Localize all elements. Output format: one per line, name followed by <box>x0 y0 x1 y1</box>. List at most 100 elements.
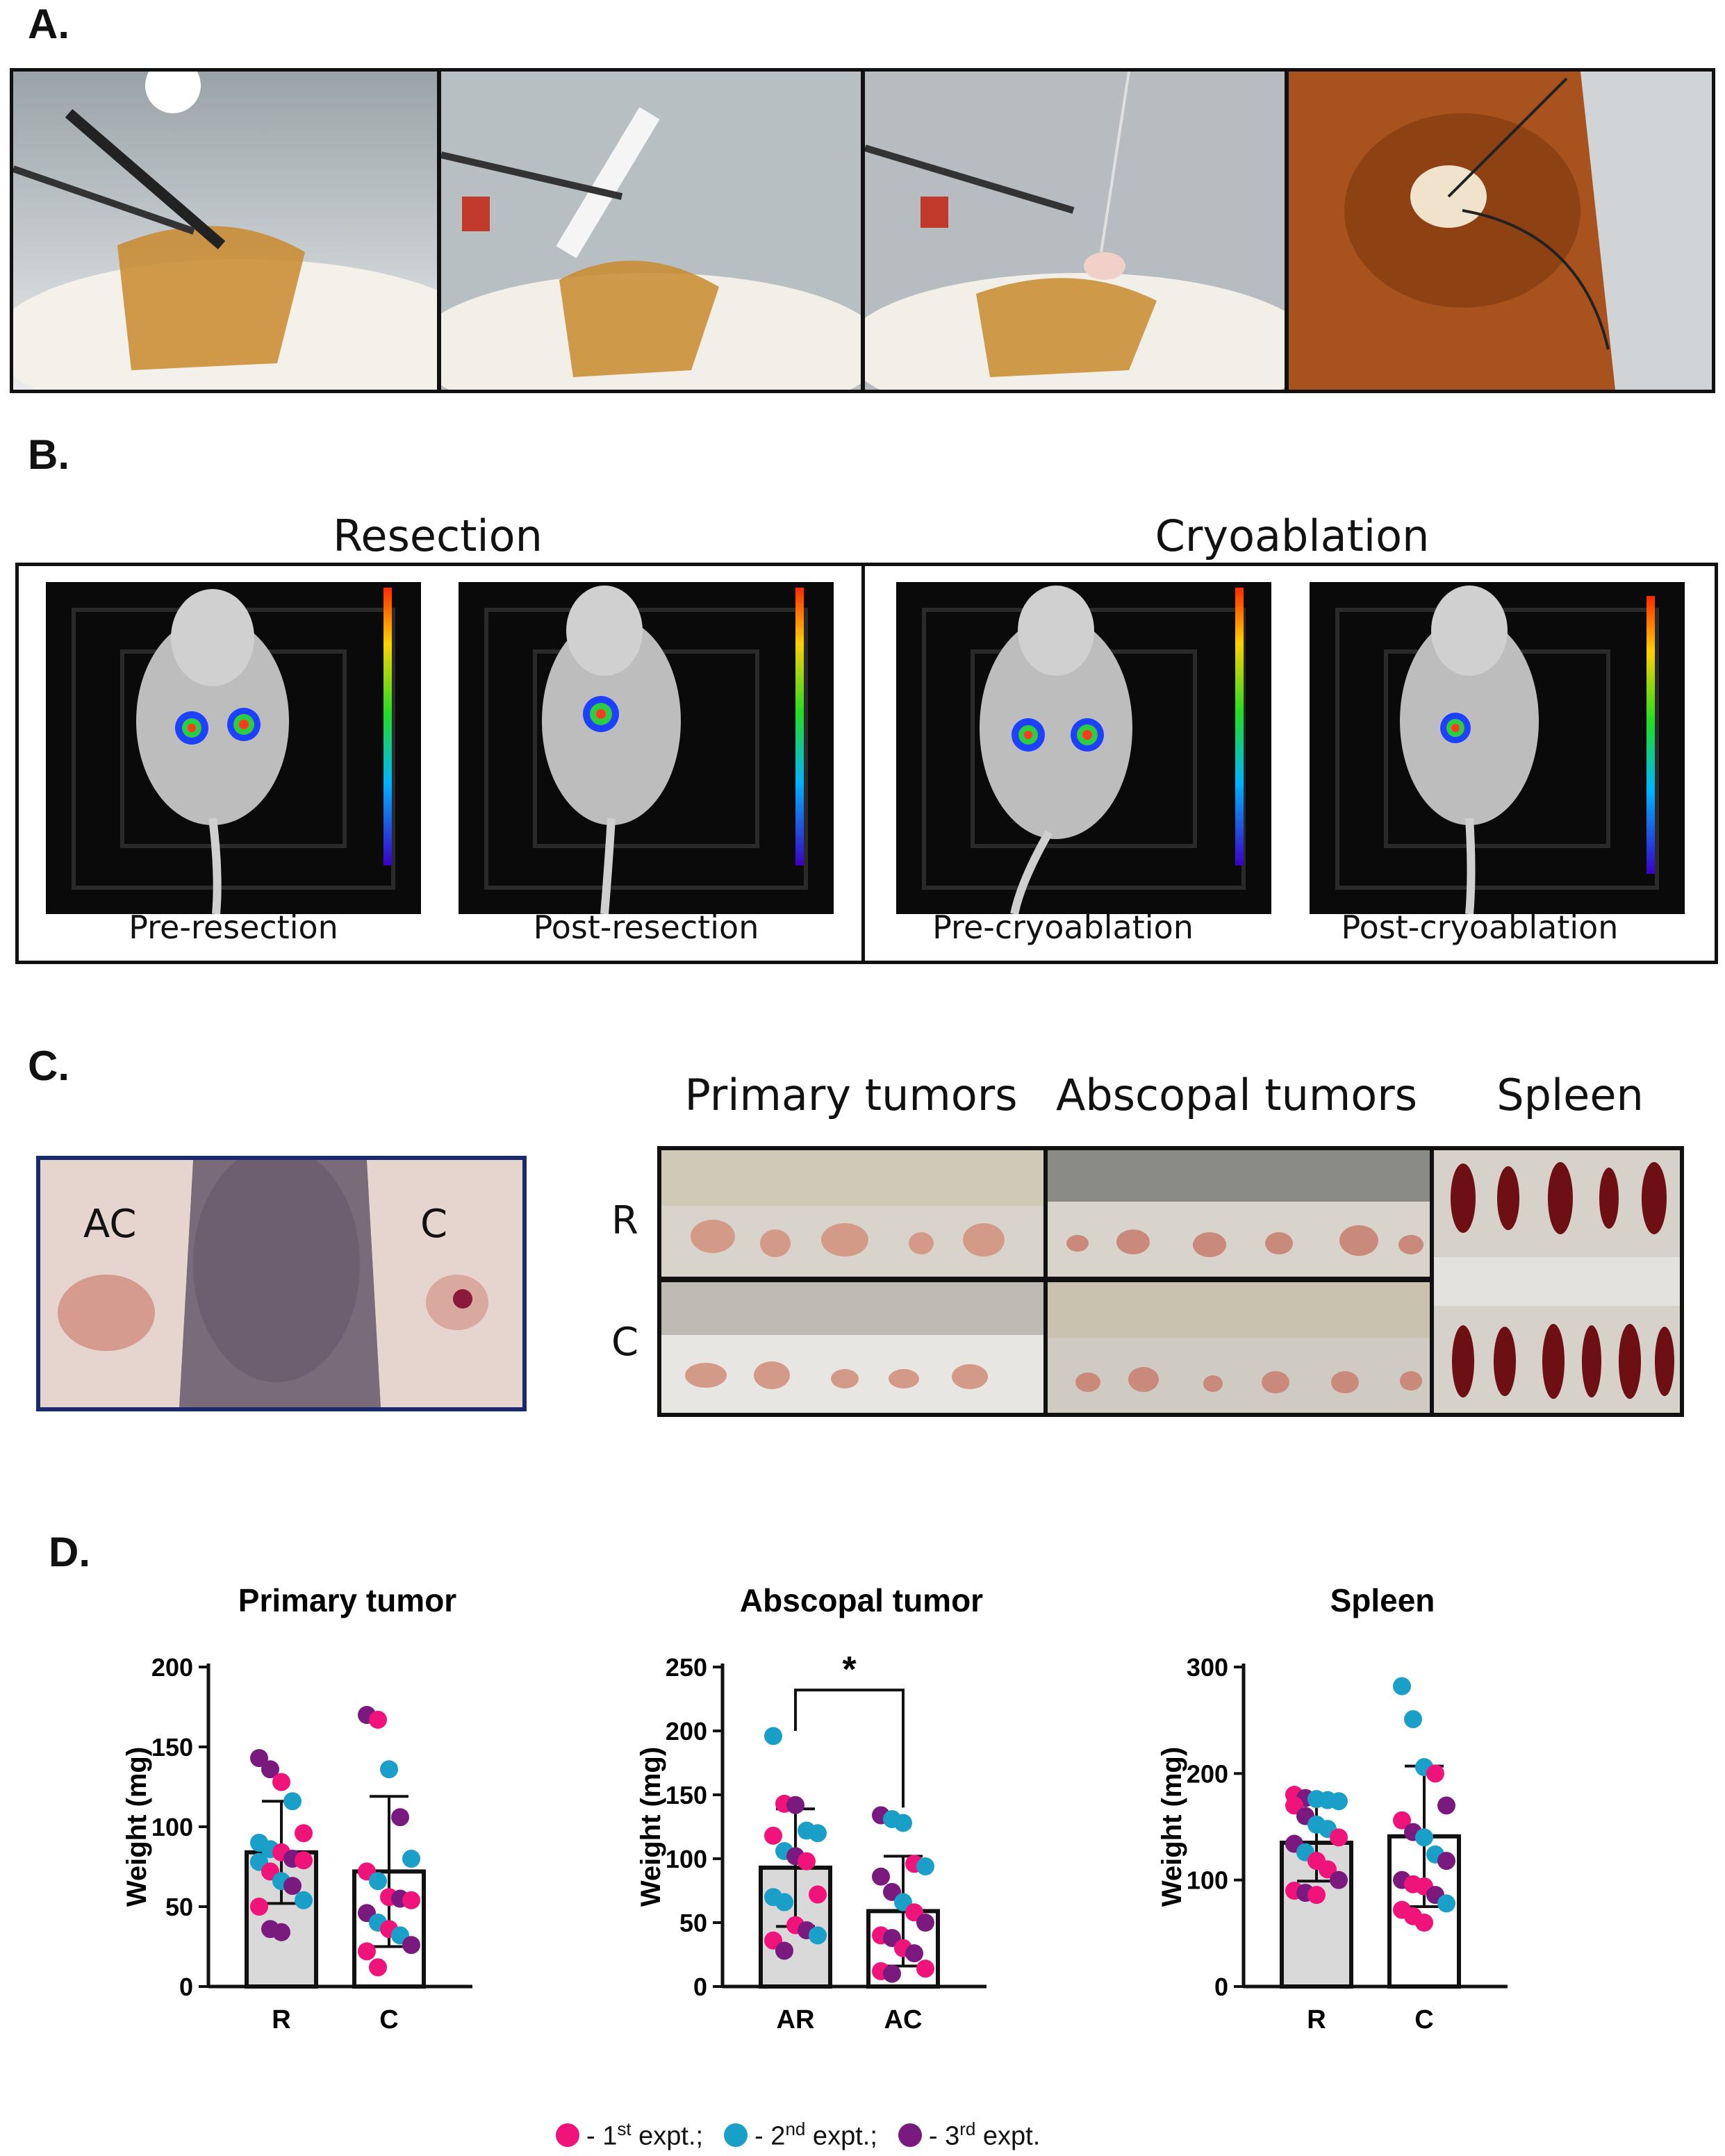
data-point <box>905 1944 923 1963</box>
data-point <box>1404 1710 1422 1729</box>
y-axis-label: Weight (mg) <box>1157 1747 1187 1907</box>
group-title-cryoablation: Cryoablation <box>1155 511 1430 561</box>
data-point <box>391 1808 409 1827</box>
data-point <box>369 1710 387 1729</box>
significance-star: * <box>842 1650 857 1690</box>
data-point <box>1307 1886 1326 1905</box>
data-point <box>272 1923 290 1941</box>
legend-dot-third <box>898 2123 922 2147</box>
y-tick-label: 150 <box>151 1733 193 1761</box>
data-point <box>1437 1852 1455 1871</box>
chart-title: Primary tumor <box>238 1582 457 1618</box>
surgery-photo-strip <box>10 68 1715 393</box>
y-axis-label: Weight (mg) <box>636 1747 666 1907</box>
y-tick-label: 100 <box>1187 1866 1228 1895</box>
data-point <box>250 1898 268 1916</box>
data-point <box>1437 1796 1455 1815</box>
data-point <box>764 1826 782 1845</box>
y-tick-label: 200 <box>1187 1759 1228 1788</box>
header-spleen: Spleen <box>1496 1070 1644 1120</box>
colorbar-2 <box>795 588 804 865</box>
row-label-r: R <box>611 1198 638 1243</box>
chart-abscopal-tumor: Abscopal tumor Weight (mg) 0 50 100 150 200 250… <box>636 1582 987 2034</box>
data-point <box>295 1891 313 1909</box>
panel-d-label: D. <box>49 1529 90 1575</box>
data-point <box>1415 1914 1433 1932</box>
data-point <box>883 1964 901 1983</box>
data-point <box>1437 1894 1455 1913</box>
chart-spleen: Spleen Weight (mg) 0 100 200 300 R C <box>1157 1582 1508 2034</box>
data-point <box>775 1941 793 1960</box>
bli-divider <box>861 563 865 964</box>
caption-post-cryoablation: Post-cryoablation <box>1341 909 1619 946</box>
panel-c-label: C. <box>28 1043 69 1089</box>
y-tick-label: 50 <box>165 1893 193 1921</box>
caption-pre-resection: Pre-resection <box>129 909 338 946</box>
x-tick-label: C <box>379 2005 398 2034</box>
y-tick-label: 300 <box>1187 1653 1228 1682</box>
data-point <box>1330 1792 1348 1811</box>
panel-b-label: B. <box>28 431 69 478</box>
y-axis-label: Weight (mg) <box>122 1747 152 1907</box>
data-point <box>1393 1811 1411 1830</box>
surgery-photo-1 <box>13 72 442 390</box>
data-point <box>916 1914 934 1932</box>
row-label-c: C <box>611 1320 639 1365</box>
header-primary-tumors: Primary tumors <box>684 1070 1018 1120</box>
data-point <box>764 1727 782 1745</box>
chart-title: Abscopal tumor <box>740 1582 983 1618</box>
mouse-label-c: C <box>420 1202 448 1247</box>
data-point <box>809 1926 827 1945</box>
data-point <box>1426 1764 1444 1783</box>
surgery-photo-3 <box>865 72 1289 390</box>
y-tick-label: 0 <box>179 1973 193 2001</box>
bli-image-pre-cryoablation <box>896 582 1271 914</box>
data-point <box>872 1867 890 1886</box>
panel-a-label: A. <box>28 1 69 47</box>
data-point <box>283 1792 302 1811</box>
colorbar-1 <box>383 588 392 865</box>
data-point <box>261 1760 279 1779</box>
data-point <box>1415 1828 1433 1847</box>
caption-pre-cryoablation: Pre-cryoablation <box>932 909 1194 946</box>
data-point <box>1330 1871 1348 1889</box>
chart-title: Spleen <box>1330 1582 1435 1618</box>
y-tick-label: 0 <box>1214 1973 1228 2001</box>
legend-label-first: - 1st expt.; <box>586 2118 704 2151</box>
data-point <box>809 1885 827 1904</box>
legend-label-second: - 2nd expt.; <box>754 2118 877 2151</box>
bli-image-frame <box>15 563 1718 964</box>
data-point <box>272 1773 290 1791</box>
legend-label-third: - 3rd expt. <box>928 2118 1041 2151</box>
data-point <box>358 1942 376 1961</box>
data-point <box>1393 1677 1411 1695</box>
y-tick-label: 0 <box>693 1973 707 2001</box>
data-point <box>369 1872 387 1891</box>
x-tick-label: AC <box>884 2005 923 2034</box>
bli-image-post-resection <box>459 582 834 914</box>
y-tick-label: 150 <box>666 1781 707 1809</box>
data-point <box>250 1749 268 1768</box>
surgery-photo-4 <box>1288 72 1712 390</box>
chart-primary-tumor: Primary tumor Weight (mg) 0 50 100 150 200 R C <box>122 1582 472 2034</box>
data-point <box>916 1959 934 1978</box>
mouse-label-ac: AC <box>83 1202 137 1247</box>
x-tick-label: R <box>1307 2005 1326 2034</box>
data-point <box>295 1851 313 1870</box>
mouse-photo <box>36 1156 527 1411</box>
specimen-photo-grid <box>657 1146 1684 1417</box>
y-tick-label: 50 <box>679 1909 707 1937</box>
data-point <box>283 1877 302 1896</box>
x-tick-label: C <box>1414 2005 1433 2034</box>
header-abscopal-tumors: Abscopal tumors <box>1055 1070 1418 1120</box>
data-point <box>775 1893 793 1912</box>
y-tick-label: 100 <box>151 1813 193 1841</box>
y-tick-label: 200 <box>151 1653 193 1682</box>
legend-dot-second <box>724 2123 748 2147</box>
data-point <box>380 1760 398 1779</box>
data-point <box>809 1824 827 1843</box>
bli-image-pre-resection <box>46 582 421 914</box>
group-title-resection: Resection <box>333 511 543 561</box>
data-point <box>402 1850 420 1868</box>
colorbar-3 <box>1235 588 1244 865</box>
